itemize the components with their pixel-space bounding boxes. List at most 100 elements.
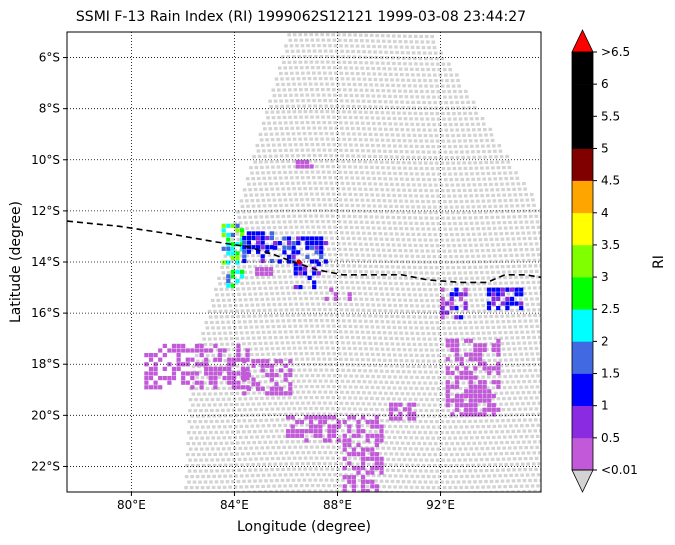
swath-pixel (329, 49, 333, 53)
swath-pixel (367, 204, 371, 208)
swath-pixel (383, 463, 387, 467)
swath-pixel (325, 82, 329, 86)
swath-pixel (341, 264, 345, 268)
rain-cell (144, 362, 149, 367)
rain-cell (482, 393, 487, 399)
swath-pixel (420, 375, 425, 380)
swath-pixel (452, 409, 456, 413)
swath-pixel (376, 171, 381, 175)
swath-pixel (278, 93, 282, 98)
swath-pixel (378, 259, 383, 263)
rain-cell (167, 348, 172, 353)
swath-pixel (472, 210, 477, 214)
swath-pixel (237, 408, 242, 412)
swath-pixel (354, 374, 359, 378)
swath-pixel (343, 247, 347, 251)
swath-pixel (438, 150, 442, 154)
swath-pixel (212, 414, 217, 418)
swath-pixel (279, 335, 283, 340)
swath-pixel (515, 462, 519, 466)
swath-pixel (487, 413, 492, 418)
swath-pixel (389, 155, 394, 159)
swath-pixel (434, 343, 439, 347)
swath-pixel (261, 330, 266, 334)
rain-cell (144, 371, 149, 376)
swath-pixel (391, 468, 395, 472)
swath-pixel (345, 71, 349, 75)
swath-pixel (502, 386, 507, 390)
swath-pixel (530, 247, 534, 252)
swath-pixel (416, 359, 420, 363)
swath-pixel (267, 253, 272, 257)
swath-pixel (322, 198, 326, 202)
swath-pixel (522, 429, 527, 433)
swath-pixel (387, 171, 392, 175)
swath-pixel (467, 342, 472, 346)
swath-pixel (224, 392, 229, 396)
swath-pixel (473, 265, 477, 269)
swath-pixel (339, 176, 343, 180)
swath-pixel (408, 111, 412, 115)
swath-pixel (445, 161, 450, 165)
rain-cell (256, 240, 261, 245)
swath-pixel (487, 474, 491, 478)
swath-pixel (287, 165, 292, 169)
swath-pixel (418, 480, 422, 484)
swath-pixel (245, 199, 249, 203)
swath-pixel (425, 166, 429, 171)
swath-pixel (316, 143, 320, 147)
swath-pixel (370, 193, 374, 197)
swath-pixel (428, 442, 432, 446)
rain-cell (242, 391, 247, 396)
swath-pixel (428, 106, 433, 110)
swath-pixel (337, 247, 342, 251)
swath-pixel (454, 227, 458, 231)
swath-pixel (496, 397, 501, 401)
swath-pixel (398, 40, 403, 44)
swath-pixel (362, 50, 366, 54)
swath-pixel (498, 254, 503, 258)
swath-pixel (441, 112, 445, 116)
swath-pixel (300, 198, 304, 202)
swath-pixel (281, 242, 286, 246)
swath-pixel (314, 33, 319, 37)
swath-pixel (393, 39, 397, 44)
swath-pixel (379, 380, 383, 384)
swath-pixel (331, 192, 336, 196)
swath-pixel (515, 281, 519, 285)
rain-cell (468, 393, 473, 399)
swath-pixel (253, 468, 258, 472)
swath-pixel (445, 288, 449, 292)
swath-pixel (341, 478, 345, 482)
swath-pixel (262, 413, 266, 417)
swath-pixel (203, 342, 208, 347)
swath-pixel (418, 161, 422, 165)
rain-cell (505, 306, 510, 311)
rain-cell (305, 254, 310, 259)
swath-pixel (294, 330, 299, 334)
rain-cell (291, 245, 296, 250)
swath-pixel (420, 326, 424, 330)
swath-pixel (481, 425, 486, 429)
swath-pixel (392, 353, 397, 357)
rain-cell (519, 301, 524, 306)
swath-pixel (347, 467, 351, 471)
swath-pixel (290, 203, 294, 207)
swath-pixel (357, 264, 362, 268)
swath-pixel (353, 60, 358, 65)
map-plot-area (67, 32, 541, 492)
swath-pixel (283, 170, 287, 174)
swath-pixel (445, 211, 449, 215)
swath-pixel (245, 474, 249, 478)
swath-pixel (375, 138, 379, 142)
swath-pixel (311, 462, 316, 466)
swath-pixel (483, 183, 488, 187)
swath-pixel (529, 297, 534, 301)
swath-pixel (521, 363, 526, 367)
rain-cell (473, 343, 478, 348)
swath-pixel (475, 276, 480, 280)
swath-pixel (485, 347, 489, 352)
swath-pixel (415, 67, 419, 71)
swath-pixel (427, 453, 432, 457)
swath-pixel (409, 172, 414, 176)
